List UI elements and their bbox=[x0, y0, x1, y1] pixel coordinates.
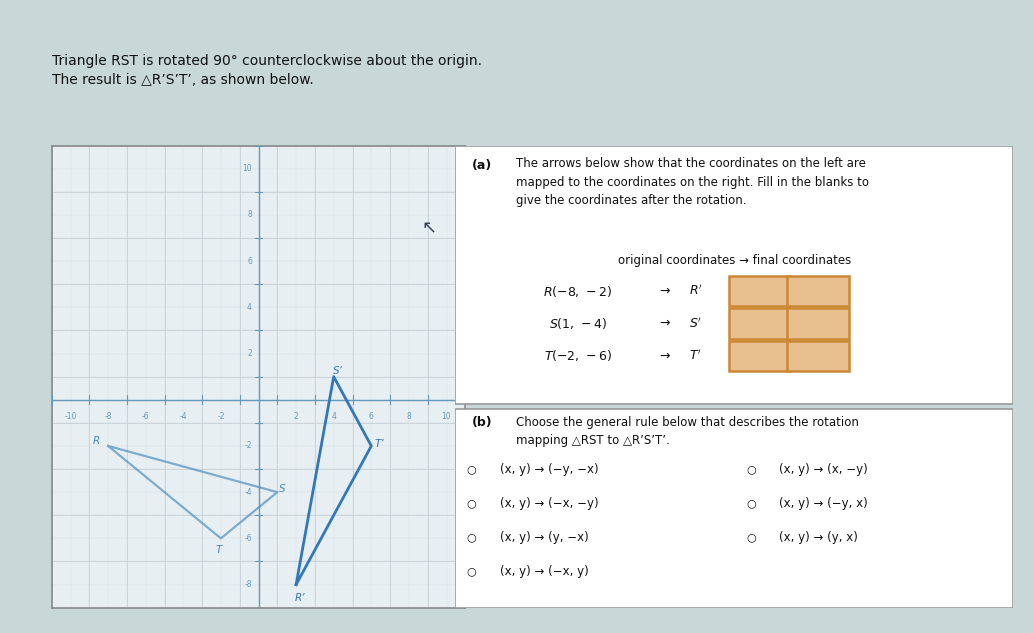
Text: (x, y) → (−y, x): (x, y) → (−y, x) bbox=[779, 497, 868, 510]
Text: T: T bbox=[216, 545, 222, 555]
FancyBboxPatch shape bbox=[787, 276, 849, 306]
Text: 6: 6 bbox=[247, 256, 252, 266]
Text: R’: R’ bbox=[295, 594, 305, 603]
Text: (x, y) → (−x, y): (x, y) → (−x, y) bbox=[499, 565, 588, 578]
Text: (a): (a) bbox=[472, 160, 492, 172]
Text: -6: -6 bbox=[142, 413, 150, 422]
Text: R: R bbox=[93, 436, 100, 446]
FancyBboxPatch shape bbox=[455, 409, 1013, 608]
Text: S: S bbox=[279, 484, 285, 494]
FancyBboxPatch shape bbox=[729, 308, 790, 339]
Text: original coordinates → final coordinates: original coordinates → final coordinates bbox=[617, 254, 851, 267]
Text: 6: 6 bbox=[369, 413, 373, 422]
Text: $S'$: $S'$ bbox=[690, 316, 702, 331]
FancyBboxPatch shape bbox=[729, 276, 790, 306]
Text: ○: ○ bbox=[466, 532, 477, 542]
Text: 8: 8 bbox=[406, 413, 412, 422]
Text: →: → bbox=[659, 349, 670, 362]
Text: 4: 4 bbox=[247, 303, 252, 312]
Text: The result is △R’S’T’, as shown below.: The result is △R’S’T’, as shown below. bbox=[52, 73, 313, 87]
Text: -2: -2 bbox=[244, 441, 252, 451]
Text: $R(-8,\,-2)$: $R(-8,\,-2)$ bbox=[543, 284, 612, 299]
Text: $T'$: $T'$ bbox=[690, 349, 702, 363]
Text: 8: 8 bbox=[247, 210, 252, 220]
Text: -2: -2 bbox=[217, 413, 224, 422]
Text: (x, y) → (y, x): (x, y) → (y, x) bbox=[779, 531, 857, 544]
Text: 10: 10 bbox=[242, 164, 252, 173]
Text: (x, y) → (x, −y): (x, y) → (x, −y) bbox=[779, 463, 868, 475]
FancyBboxPatch shape bbox=[787, 308, 849, 339]
Text: ↖: ↖ bbox=[422, 220, 436, 238]
Text: Triangle RST is rotated 90° counterclockwise about the origin.: Triangle RST is rotated 90° counterclock… bbox=[52, 54, 482, 68]
Text: 2: 2 bbox=[247, 349, 252, 358]
Text: ○: ○ bbox=[746, 498, 756, 508]
Text: $R'$: $R'$ bbox=[690, 284, 703, 298]
FancyBboxPatch shape bbox=[787, 341, 849, 371]
Text: ○: ○ bbox=[466, 464, 477, 474]
Text: -6: -6 bbox=[244, 534, 252, 543]
Text: ○: ○ bbox=[746, 464, 756, 474]
Text: -4: -4 bbox=[244, 487, 252, 497]
Text: (b): (b) bbox=[472, 416, 492, 429]
Text: The arrows below show that the coordinates on the left are
mapped to the coordin: The arrows below show that the coordinat… bbox=[516, 157, 870, 207]
Text: (x, y) → (−y, −x): (x, y) → (−y, −x) bbox=[499, 463, 599, 475]
Text: -8: -8 bbox=[244, 580, 252, 589]
Text: ○: ○ bbox=[466, 498, 477, 508]
FancyBboxPatch shape bbox=[729, 341, 790, 371]
Text: 10: 10 bbox=[442, 413, 451, 422]
Text: S’: S’ bbox=[333, 366, 342, 376]
Text: Choose the general rule below that describes the rotation
mapping △RST to △R’S’T: Choose the general rule below that descr… bbox=[516, 416, 859, 448]
Text: (x, y) → (−x, −y): (x, y) → (−x, −y) bbox=[499, 497, 599, 510]
Text: -4: -4 bbox=[180, 413, 187, 422]
Text: 4: 4 bbox=[331, 413, 336, 422]
Text: $T(-2,\,-6)$: $T(-2,\,-6)$ bbox=[544, 348, 612, 363]
Text: -8: -8 bbox=[104, 413, 112, 422]
Text: (x, y) → (y, −x): (x, y) → (y, −x) bbox=[499, 531, 588, 544]
Text: 2: 2 bbox=[294, 413, 299, 422]
Text: ○: ○ bbox=[466, 567, 477, 577]
Text: $S(1,\,-4)$: $S(1,\,-4)$ bbox=[549, 316, 607, 331]
Text: -10: -10 bbox=[64, 413, 77, 422]
FancyBboxPatch shape bbox=[455, 146, 1013, 404]
Text: ○: ○ bbox=[746, 532, 756, 542]
Text: →: → bbox=[659, 285, 670, 298]
Text: →: → bbox=[659, 317, 670, 330]
Text: T’: T’ bbox=[375, 439, 385, 449]
